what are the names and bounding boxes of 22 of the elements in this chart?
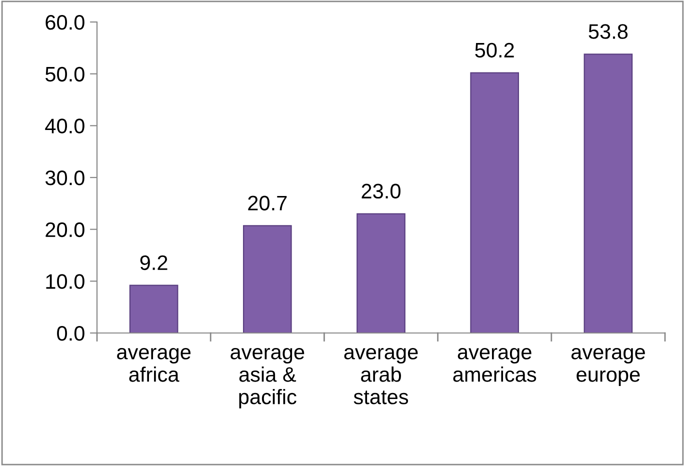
y-tick-label: 40.0 (45, 118, 84, 134)
data-label: 20.7 (248, 196, 287, 210)
x-tick-label: average arab states (344, 348, 418, 404)
x-tick-label: average africa (117, 348, 191, 382)
data-label: 23.0 (362, 184, 400, 199)
x-tick-label: average asia & pacific (230, 348, 304, 408)
bar (356, 213, 406, 333)
bar (584, 54, 633, 333)
y-tick-label: 0.0 (57, 326, 84, 341)
x-tick-label: average americas (453, 348, 536, 382)
bar (470, 72, 520, 333)
x-tick-label: average europe (571, 348, 645, 386)
data-label: 53.8 (588, 24, 628, 39)
bar (129, 284, 178, 333)
y-tick-label: 10.0 (46, 274, 84, 289)
y-tick-label: 30.0 (45, 170, 84, 186)
y-tick-label: 60.0 (46, 15, 84, 30)
y-tick-label: 20.0 (46, 222, 84, 238)
data-label: 50.2 (475, 42, 514, 58)
y-tick-label: 50.0 (45, 66, 84, 82)
data-label: 9.2 (140, 255, 168, 270)
bar (242, 225, 292, 333)
